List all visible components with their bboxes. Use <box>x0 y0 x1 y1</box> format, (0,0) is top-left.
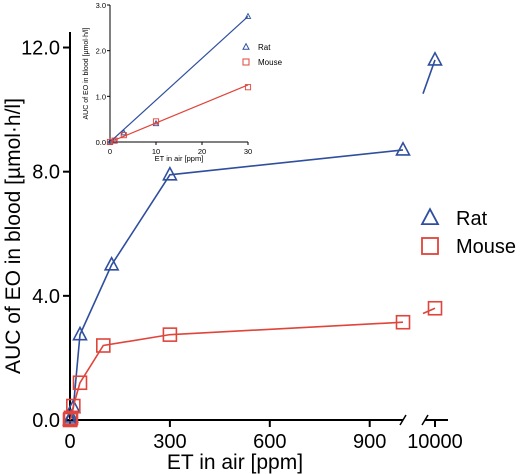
mouse-point <box>72 375 88 391</box>
inset-mouse-point <box>244 84 252 91</box>
rat-point <box>103 255 120 271</box>
y-tick-label: 0.0 <box>32 410 60 432</box>
rat-point <box>427 51 443 66</box>
inset-mouse-point <box>120 132 127 139</box>
inset-y-tick-label: 3.0 <box>96 1 106 10</box>
inset-x-tick-label: 0 <box>108 147 112 156</box>
y-tick-label: 4.0 <box>32 286 60 308</box>
rat-series-line <box>69 149 404 421</box>
y-axis-label: AUC of EO in blood [µmol·h/l] <box>2 98 25 374</box>
inset-x-tick-label: 10 <box>152 147 160 156</box>
x-axis-break-mark <box>399 414 407 426</box>
inset-y-axis-label: AUC of EO in blood [µmol·h/l] <box>83 27 90 119</box>
mouse-point <box>395 314 411 330</box>
inset-mouse-point <box>106 138 114 146</box>
rat-point <box>63 408 79 423</box>
inset-rat-point <box>244 12 252 19</box>
mouse-point <box>96 338 111 353</box>
mouse-point <box>162 327 178 342</box>
x-tick-label: 600 <box>253 431 286 453</box>
mouse-point <box>63 410 79 426</box>
inset-rat-fit-line <box>109 15 249 143</box>
x-tick-label: 0 <box>64 431 75 453</box>
inset-mouse-fit-line <box>109 84 249 143</box>
inset-y-tick-label: 2.0 <box>96 47 106 56</box>
rat-point <box>72 325 88 341</box>
y-tick-label: 12.0 <box>21 38 60 60</box>
rat-point <box>162 165 178 181</box>
inset-mouse-point <box>111 137 118 144</box>
mouse-series-line <box>69 321 404 421</box>
legend-mouse-marker <box>421 237 439 255</box>
inset-x-tick-label: 30 <box>244 147 252 156</box>
inset-plot: 0.0 1.0 2.0 3.0 0 10 20 30 ET in air [ppm] AUC of… <box>83 1 283 163</box>
rat-point <box>395 141 411 156</box>
legend-mouse-label: Mouse <box>456 236 516 258</box>
inset-x-axis-label: ET in air [ppm] <box>155 154 204 163</box>
x-tick-label: 900 <box>353 431 386 453</box>
inset-y-tick-label: 1.0 <box>96 92 106 101</box>
inset-y-tick-label: 0.0 <box>96 138 106 147</box>
inset-legend-rat-marker <box>242 42 250 50</box>
inset-legend-rat-label: Rat <box>258 43 271 52</box>
x-axis-label: ET in air [ppm] <box>167 451 303 474</box>
inset-mouse-point <box>152 118 160 125</box>
mouse-point <box>427 300 443 316</box>
x-tick-label: 300 <box>153 431 186 453</box>
legend-rat-marker <box>420 207 440 226</box>
mouse-point <box>66 398 81 414</box>
inset-legend-mouse-marker <box>242 58 250 66</box>
x-tick-label: 10000 <box>407 431 463 453</box>
y-tick-label: 8.0 <box>32 162 60 184</box>
x-axis-break-mark <box>421 414 429 426</box>
inset-legend-mouse-label: Mouse <box>258 58 283 67</box>
inset-x-tick-label: 20 <box>198 147 206 156</box>
legend-rat-label: Rat <box>456 208 488 230</box>
